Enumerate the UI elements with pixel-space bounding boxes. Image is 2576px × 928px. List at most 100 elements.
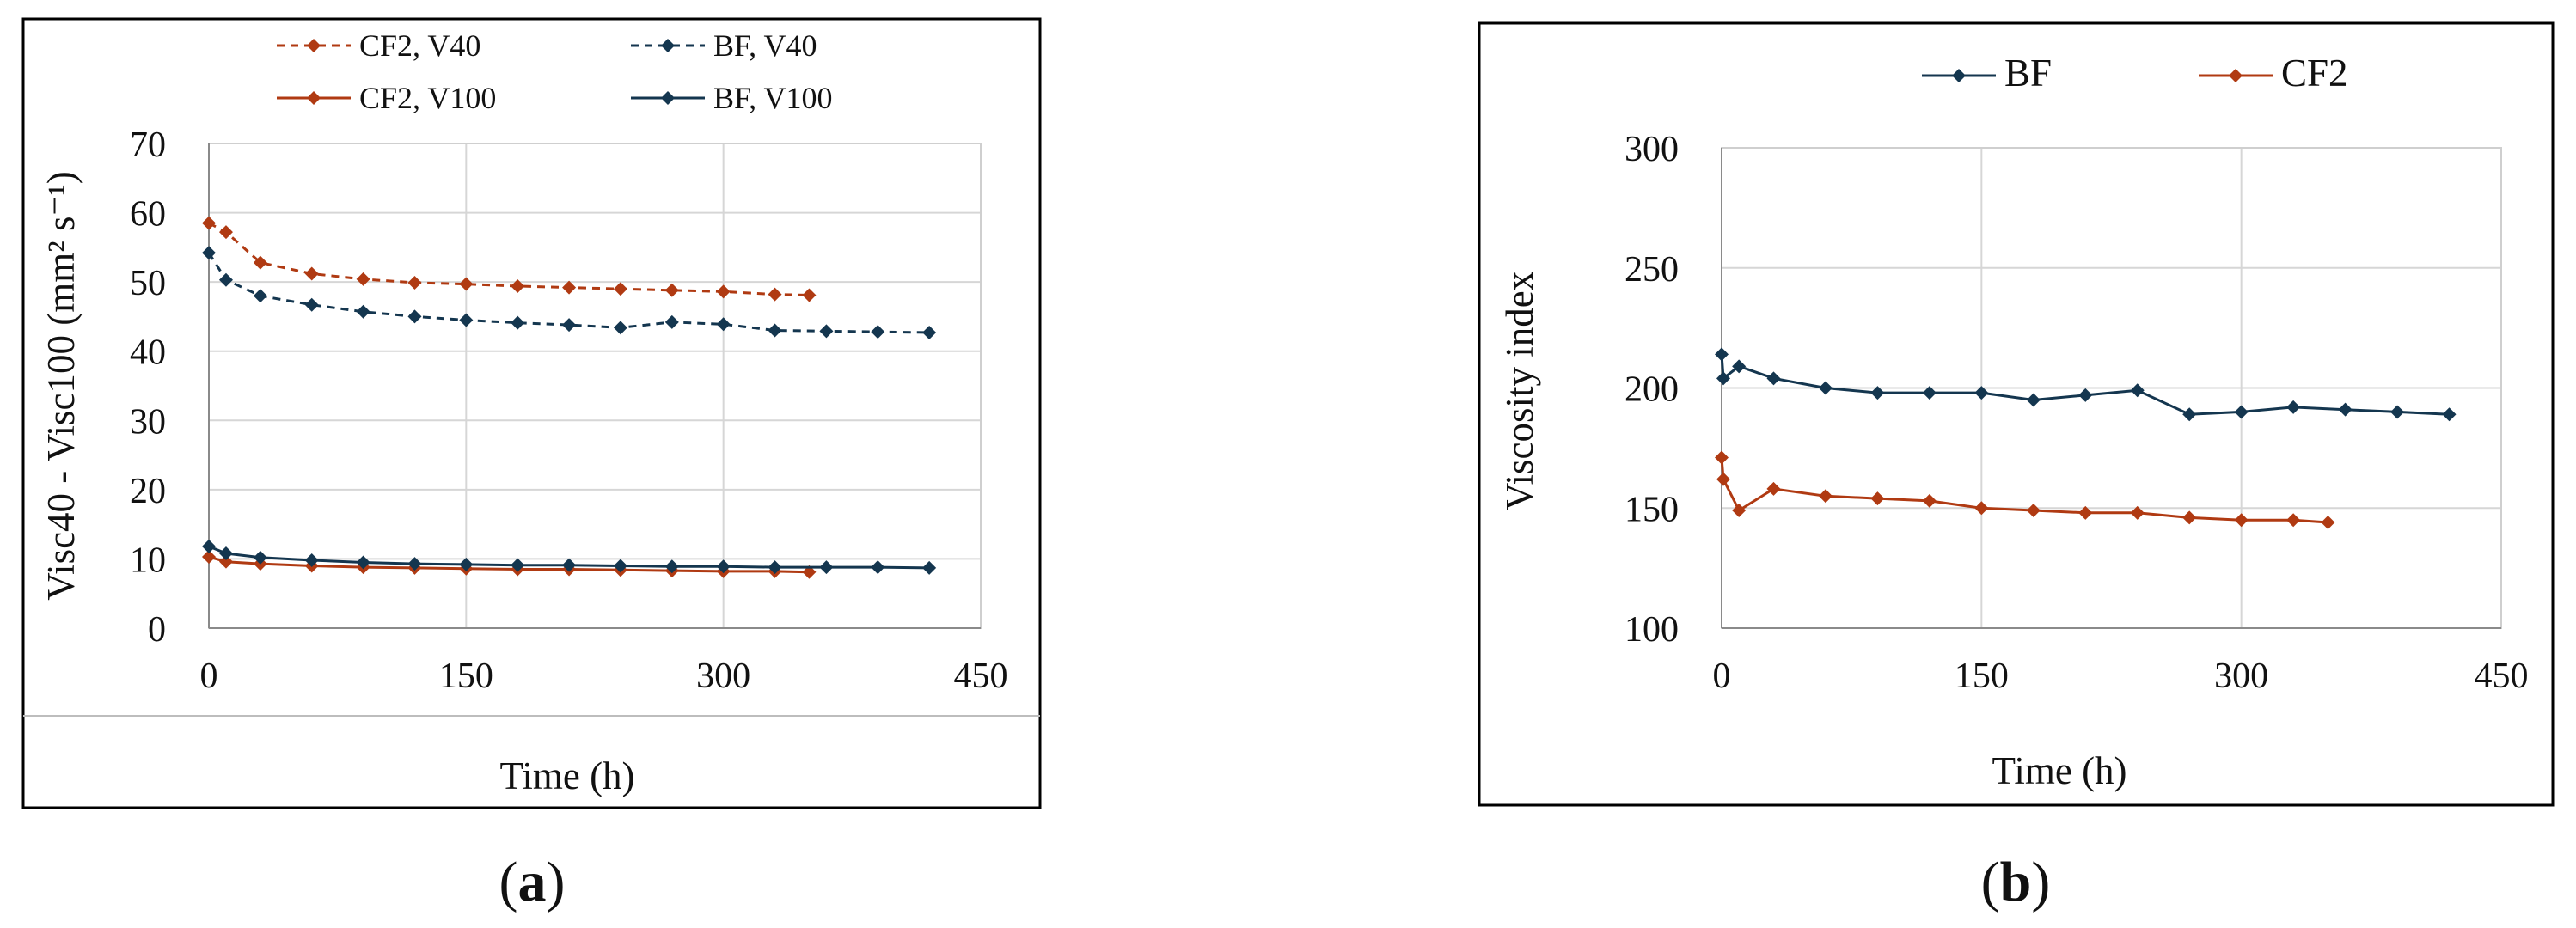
panel-b-series — [1715, 347, 2457, 530]
data-point — [768, 287, 782, 302]
legend-marker — [307, 39, 321, 52]
data-point — [253, 550, 267, 565]
data-point — [511, 315, 525, 330]
legend-label: CF2 — [2281, 52, 2348, 95]
data-point — [2078, 505, 2093, 520]
legend-label: BF, V100 — [713, 81, 833, 115]
data-point — [253, 255, 267, 270]
data-point — [2286, 513, 2301, 528]
data-point — [202, 216, 216, 230]
data-point — [613, 282, 627, 296]
data-point — [1870, 491, 1885, 506]
panel-a-y-axis-label: Visc40 - Visc100 (mm² s⁻¹) — [40, 171, 83, 600]
data-point — [922, 325, 937, 339]
data-point — [2182, 510, 2197, 525]
data-point — [511, 278, 525, 293]
legend-item: CF2 — [2199, 52, 2348, 95]
panel-a-x-axis-label: Time (h) — [499, 754, 634, 797]
panel-b-y-tick-label: 150 — [1625, 490, 1679, 529]
data-point — [1974, 386, 1989, 400]
data-point — [871, 560, 885, 575]
data-point — [1922, 493, 1937, 508]
data-point — [202, 246, 216, 260]
data-point — [802, 565, 817, 579]
legend-item: BF — [1922, 52, 2052, 95]
data-point — [819, 324, 834, 339]
data-point — [2234, 405, 2249, 419]
data-point — [613, 321, 627, 335]
data-point — [1716, 371, 1731, 386]
series-line-cf2 — [1720, 457, 2328, 524]
panel-a-x-tick-label: 0 — [200, 656, 218, 696]
data-point — [218, 546, 233, 560]
data-point — [664, 559, 679, 574]
data-point — [1818, 381, 1833, 395]
data-point — [253, 289, 267, 303]
data-point — [664, 314, 679, 329]
panel-a-label: (a) — [499, 851, 566, 913]
data-point — [202, 539, 216, 553]
panel-a-x-tick-label: 300 — [696, 656, 750, 696]
data-point — [1716, 472, 1731, 486]
data-point — [562, 280, 577, 295]
panel-a-y-tick-label: 10 — [130, 540, 166, 580]
data-point — [716, 284, 731, 299]
panel-a-series — [202, 216, 937, 579]
legend-marker — [661, 39, 675, 52]
panel-b-y-axis-label: Viscosity index — [1498, 272, 1541, 511]
series-line-cf2-v100 — [208, 555, 810, 574]
data-point — [356, 555, 370, 570]
panel-b-x-tick-label: 300 — [2214, 656, 2268, 696]
data-point — [304, 553, 319, 568]
panel-b-x-tick-label: 0 — [1713, 656, 1731, 696]
panel-b-x-axis-label: Time (h) — [1992, 749, 2126, 792]
data-point — [613, 559, 627, 573]
panel-b-label: (b) — [1981, 851, 2051, 913]
series-line-bf — [1720, 354, 2450, 416]
data-point — [2182, 407, 2197, 422]
panel-a-y-tick-label: 60 — [130, 195, 166, 235]
legend-label: BF — [2004, 52, 2052, 95]
data-point — [218, 225, 233, 240]
data-point — [407, 275, 422, 290]
panel-a-frame — [21, 17, 1042, 809]
data-point — [1732, 359, 1747, 374]
data-point — [1715, 347, 1729, 362]
panel-b-legend: BF CF2 — [1922, 52, 2348, 95]
panel-a-y-tick-label: 50 — [130, 264, 166, 303]
data-point — [459, 557, 474, 571]
data-point — [768, 560, 782, 575]
legend-label: CF2, V40 — [359, 28, 480, 63]
data-point — [922, 560, 937, 575]
panel-b-y-tick-label: 100 — [1625, 610, 1679, 650]
data-point — [304, 266, 319, 281]
data-point — [2338, 402, 2353, 417]
legend-label: BF, V40 — [713, 28, 817, 63]
legend-item: BF, V100 — [631, 81, 833, 115]
data-point — [871, 325, 885, 339]
legend-item: BF, V40 — [631, 28, 817, 63]
legend-marker — [307, 91, 321, 105]
data-point — [407, 557, 422, 571]
panel-b-y-tick-label: 300 — [1625, 130, 1679, 169]
series-line-bf-v100 — [208, 545, 930, 570]
data-point — [802, 288, 817, 302]
legend-label: CF2, V100 — [359, 81, 496, 115]
panel-a-legend: CF2, V40 BF, V40 CF2, V100 BF, V100 — [277, 28, 833, 115]
panel-b: 100 150 200 250 300 0 150 300 450 Time (h) Visc… — [1478, 21, 2555, 913]
data-point — [356, 272, 370, 286]
data-point — [2390, 405, 2405, 419]
data-point — [1766, 481, 1781, 496]
data-point — [819, 560, 834, 575]
panel-a-plot-area — [208, 143, 982, 629]
data-point — [768, 323, 782, 338]
data-point — [511, 558, 525, 572]
panel-a-gridlines — [209, 143, 982, 628]
legend-marker — [2229, 69, 2243, 82]
panel-a-x-tick-label: 150 — [439, 656, 493, 696]
panel-b-y-tick-label: 200 — [1625, 370, 1679, 410]
panel-a-x-tick-labels: 0 150 300 450 — [200, 656, 1008, 696]
panel-a-y-tick-labels: 0 10 20 30 40 50 60 70 — [130, 125, 166, 650]
data-point — [562, 318, 577, 333]
data-point — [2321, 516, 2335, 530]
